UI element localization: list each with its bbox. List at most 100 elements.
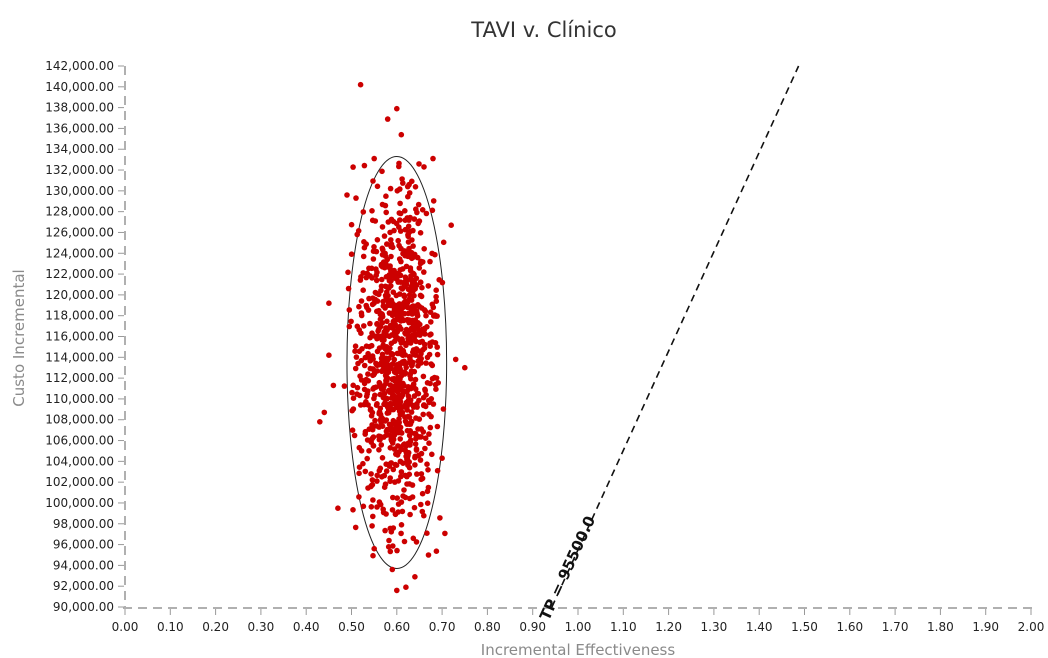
- scatter-point: [390, 218, 397, 225]
- scatter-point: [425, 397, 432, 404]
- scatter-point: [365, 350, 371, 357]
- scatter-point: [405, 223, 412, 230]
- scatter-point: [341, 383, 348, 389]
- scatter-point: [330, 382, 337, 389]
- x-tick-label: 1.30: [701, 620, 728, 634]
- scatter-point: [374, 320, 380, 327]
- scatter-point: [402, 208, 408, 214]
- scatter-point: [392, 461, 399, 468]
- scatter-point: [403, 443, 409, 449]
- scatter-point: [383, 295, 389, 301]
- scatter-point: [388, 302, 394, 309]
- scatter-point: [397, 436, 404, 442]
- scatter-point: [398, 530, 404, 537]
- scatter-point: [401, 369, 408, 375]
- scatter-point: [349, 427, 356, 434]
- scatter-point: [392, 322, 398, 329]
- scatter-point: [387, 548, 394, 555]
- scatter-point: [389, 566, 396, 573]
- scatter-point: [371, 244, 377, 250]
- scatter-point: [391, 386, 397, 392]
- scatter-point: [418, 351, 424, 357]
- scatter-point: [394, 366, 401, 373]
- scatter-point: [395, 374, 401, 381]
- scatter-point: [369, 275, 375, 281]
- scatter-point: [397, 200, 403, 207]
- scatter-point: [418, 501, 424, 508]
- scatter-point: [350, 507, 356, 513]
- scatter-point: [356, 392, 363, 399]
- scatter-point: [430, 401, 437, 407]
- scatter-point: [417, 457, 424, 463]
- scatter-point: [390, 543, 396, 549]
- scatter-point: [363, 393, 370, 400]
- scatter-point: [395, 309, 401, 315]
- scatter-point: [409, 278, 415, 284]
- y-tick-label: 138,000.00: [45, 101, 114, 115]
- scatter-point: [397, 228, 404, 234]
- scatter-point: [423, 312, 429, 319]
- x-tick-label: 0.50: [338, 620, 365, 634]
- scatter-point: [389, 440, 396, 446]
- scatter-point: [406, 319, 412, 326]
- scatter-point: [393, 334, 400, 341]
- scatter-point: [420, 373, 427, 380]
- x-tick-label: 2.00: [1018, 620, 1045, 634]
- scatter-point: [379, 337, 386, 343]
- x-tick-label: 1.50: [791, 620, 818, 634]
- scatter-point: [398, 522, 405, 528]
- scatter-point: [427, 340, 433, 347]
- scatter-point: [425, 283, 432, 289]
- scatter-point: [374, 237, 381, 243]
- scatter-point: [377, 391, 384, 398]
- scatter-point: [351, 432, 358, 439]
- scatter-point: [360, 209, 367, 215]
- scatter-point: [388, 253, 394, 260]
- scatter-point: [417, 339, 423, 346]
- y-tick-label: 112,000.00: [45, 371, 114, 385]
- scatter-point: [371, 385, 377, 391]
- scatter-point: [412, 352, 419, 358]
- scatter-point: [407, 428, 414, 434]
- scatter-point: [372, 289, 379, 296]
- scatter-point: [387, 445, 394, 451]
- scatter-point: [434, 351, 441, 358]
- scatter-point: [397, 382, 403, 389]
- scatter-point: [350, 382, 357, 389]
- scatter-point: [374, 183, 381, 190]
- scatter-point: [410, 254, 417, 260]
- scatter-point: [415, 434, 422, 440]
- scatter-point: [392, 511, 399, 517]
- scatter-point: [399, 508, 406, 515]
- scatter-point: [388, 277, 394, 284]
- scatter-point: [417, 260, 424, 267]
- scatter-point: [411, 292, 417, 299]
- scatter-point: [380, 356, 386, 363]
- scatter-point: [381, 344, 388, 351]
- scatter-point: [409, 482, 416, 488]
- scatter-point: [439, 455, 445, 462]
- scatter-point: [382, 202, 389, 209]
- scatter-point: [402, 403, 408, 409]
- scatter-point: [356, 303, 362, 310]
- scatter-point: [429, 362, 436, 369]
- scatter-point: [432, 251, 438, 258]
- scatter-point: [448, 222, 455, 228]
- scatter-point: [398, 469, 405, 475]
- scatter-point: [384, 426, 391, 433]
- scatter-point: [429, 207, 436, 214]
- scatter-point: [392, 428, 398, 435]
- y-tick-label: 98,000.00: [53, 517, 114, 531]
- scatter-point: [407, 511, 413, 518]
- scatter-point: [405, 462, 411, 469]
- x-tick-label: 0.90: [519, 620, 546, 634]
- scatter-point: [429, 451, 435, 458]
- scatter-point: [462, 364, 468, 371]
- scatter-point: [374, 478, 380, 484]
- scatter-point: [418, 471, 425, 477]
- scatter-point: [382, 283, 389, 290]
- scatter-point: [369, 409, 376, 416]
- scatter-point: [397, 408, 404, 415]
- scatter-point: [419, 475, 426, 482]
- scatter-point: [393, 302, 400, 309]
